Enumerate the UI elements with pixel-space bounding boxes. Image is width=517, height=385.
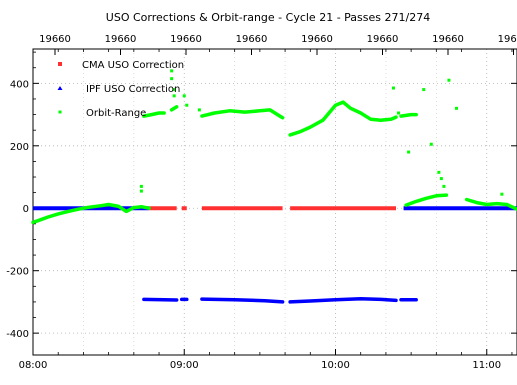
top-tick-label: 19660 <box>301 34 333 45</box>
series-line <box>200 297 285 304</box>
top-tick-label: 19660 <box>367 34 399 45</box>
top-tick-label: 19660 <box>170 34 202 45</box>
top-tick-label: 19660 <box>498 34 517 45</box>
series-point <box>397 111 401 115</box>
legend: CMA USO Correction IPF USO Correction Orbi… <box>57 60 184 119</box>
series-point <box>170 69 174 73</box>
series-line <box>200 108 285 120</box>
series-point <box>391 86 395 90</box>
series-line <box>288 297 398 304</box>
series-line <box>31 202 151 225</box>
y-tick-label: 400 <box>10 79 29 90</box>
y-tick-label: 200 <box>10 142 29 153</box>
series-point <box>172 94 176 98</box>
series-point <box>407 150 411 154</box>
axis-tick-labels: 08:00 09:00 10:00 11:00 19660 19660 19660 19660… <box>6 34 517 371</box>
series-point <box>455 106 458 110</box>
data-marks <box>31 69 517 304</box>
legend-label: CMA USO Correction <box>82 60 184 71</box>
series-line <box>142 111 166 118</box>
series-line <box>464 197 517 211</box>
legend-marker <box>58 62 62 66</box>
x-tick-label: 10:00 <box>321 360 350 371</box>
series-point <box>500 192 504 196</box>
series-point <box>170 77 174 81</box>
series-ipf-uso-correction <box>33 206 517 304</box>
series-point <box>185 103 189 107</box>
series-line <box>142 297 179 302</box>
series-point <box>197 108 201 112</box>
legend-marker <box>58 110 62 114</box>
legend-label: Orbit-Range <box>86 108 146 119</box>
series-point <box>442 184 446 188</box>
y-tick-label: -200 <box>6 267 29 278</box>
series-line <box>169 105 179 112</box>
series-point <box>422 88 426 92</box>
y-tick-label: -400 <box>6 329 29 340</box>
plot-frame <box>32 48 517 356</box>
chart-title: USO Corrections & Orbit-range - Cycle 21… <box>106 11 430 24</box>
series-point <box>439 177 443 181</box>
series-orbit-range <box>31 69 517 225</box>
axis-ticks <box>32 49 517 355</box>
series-line <box>288 100 398 137</box>
series-line <box>399 112 418 118</box>
top-tick-label: 19660 <box>236 34 268 45</box>
x-tick-label: 08:00 <box>19 360 48 371</box>
series-point <box>172 88 176 92</box>
top-tick-label: 19660 <box>105 34 137 45</box>
x-tick-label: 11:00 <box>472 360 501 371</box>
legend-marker <box>57 86 63 90</box>
x-tick-label: 09:00 <box>170 360 199 371</box>
top-tick-label: 19660 <box>39 34 71 45</box>
series-point <box>447 78 451 82</box>
series-point <box>182 94 186 98</box>
series-point <box>139 189 143 193</box>
top-tick-label: 19660 <box>432 34 464 45</box>
series-point <box>429 142 433 146</box>
series-point <box>139 184 143 188</box>
series-line <box>404 193 449 207</box>
legend-label: IPF USO Correction <box>86 84 180 95</box>
series-point <box>437 170 441 174</box>
y-tick-label: 0 <box>23 204 29 215</box>
